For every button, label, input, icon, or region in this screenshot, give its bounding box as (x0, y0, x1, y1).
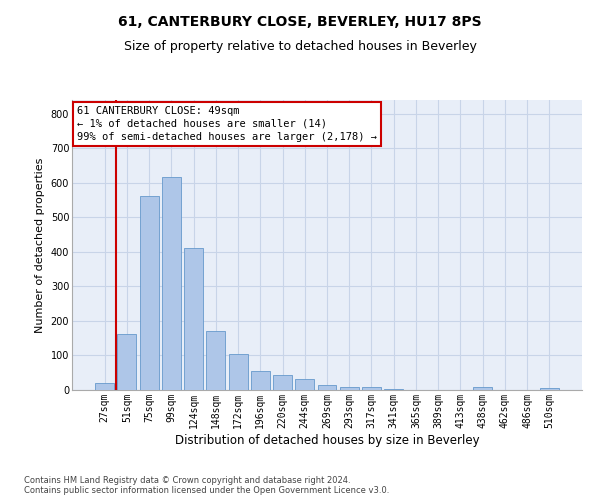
Bar (362, 387, 381, 390)
Bar (295, 378, 314, 390)
Bar (206, 331, 225, 390)
Bar (540, 388, 559, 390)
Text: 61, CANTERBURY CLOSE, BEVERLEY, HU17 8PS: 61, CANTERBURY CLOSE, BEVERLEY, HU17 8PS (118, 15, 482, 29)
Bar (317, 385, 337, 390)
Text: Contains HM Land Registry data © Crown copyright and database right 2024.
Contai: Contains HM Land Registry data © Crown c… (24, 476, 389, 495)
Bar (184, 248, 203, 390)
Bar (251, 371, 270, 390)
Bar (162, 177, 181, 390)
Bar (118, 334, 136, 390)
Text: 61 CANTERBURY CLOSE: 49sqm
← 1% of detached houses are smaller (14)
99% of semi-: 61 CANTERBURY CLOSE: 49sqm ← 1% of detac… (77, 106, 377, 142)
Bar (473, 387, 492, 390)
Text: Size of property relative to detached houses in Beverley: Size of property relative to detached ho… (124, 40, 476, 53)
Bar (229, 354, 248, 390)
Bar (340, 386, 359, 390)
Y-axis label: Number of detached properties: Number of detached properties (35, 158, 45, 332)
Bar (140, 196, 158, 390)
Bar (95, 383, 114, 390)
Bar (384, 389, 403, 390)
X-axis label: Distribution of detached houses by size in Beverley: Distribution of detached houses by size … (175, 434, 479, 446)
Bar (273, 375, 292, 390)
